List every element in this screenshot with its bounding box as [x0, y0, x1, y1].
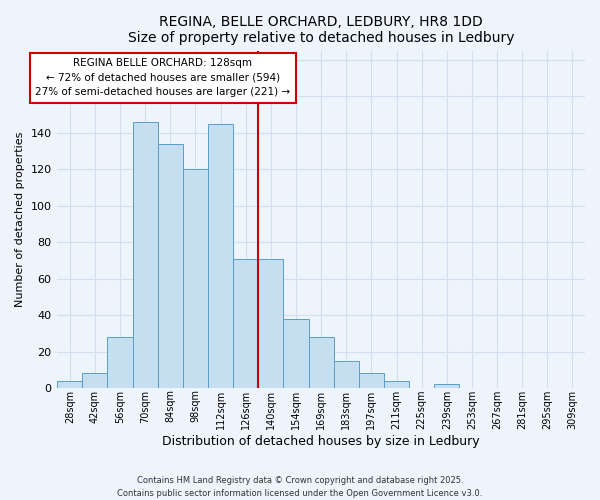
Bar	[334, 360, 359, 388]
Bar	[283, 318, 308, 388]
Bar	[233, 258, 258, 388]
Title: REGINA, BELLE ORCHARD, LEDBURY, HR8 1DD
Size of property relative to detached ho: REGINA, BELLE ORCHARD, LEDBURY, HR8 1DD …	[128, 15, 514, 45]
Bar	[107, 337, 133, 388]
Bar	[82, 374, 107, 388]
Bar	[208, 124, 233, 388]
X-axis label: Distribution of detached houses by size in Ledbury: Distribution of detached houses by size …	[163, 434, 480, 448]
Bar	[183, 169, 208, 388]
Bar	[434, 384, 460, 388]
Bar	[57, 381, 82, 388]
Bar	[384, 381, 409, 388]
Text: Contains HM Land Registry data © Crown copyright and database right 2025.
Contai: Contains HM Land Registry data © Crown c…	[118, 476, 482, 498]
Bar	[258, 258, 283, 388]
Y-axis label: Number of detached properties: Number of detached properties	[15, 132, 25, 307]
Bar	[308, 337, 334, 388]
Bar	[359, 374, 384, 388]
Bar	[133, 122, 158, 388]
Bar	[158, 144, 183, 388]
Text: REGINA BELLE ORCHARD: 128sqm
← 72% of detached houses are smaller (594)
27% of s: REGINA BELLE ORCHARD: 128sqm ← 72% of de…	[35, 58, 290, 98]
